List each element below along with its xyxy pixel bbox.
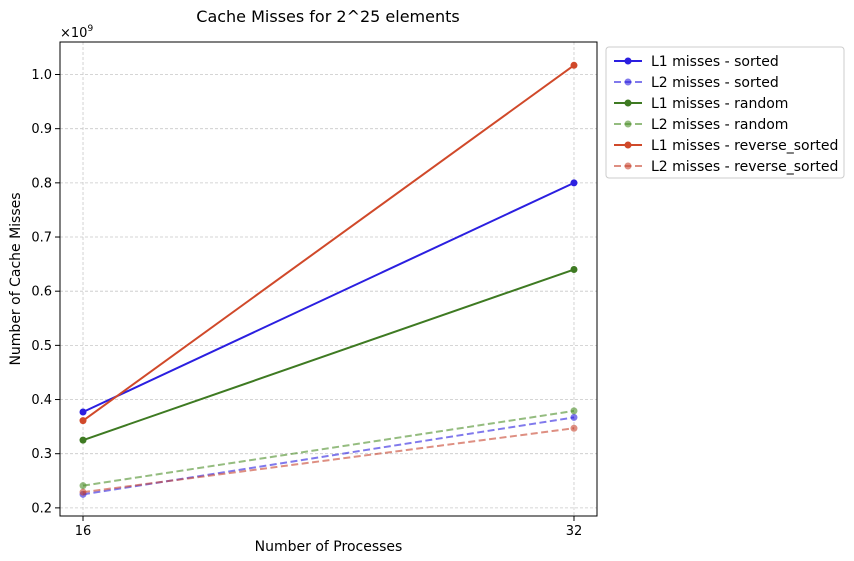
y-tick-label: 1.0 (31, 68, 52, 83)
legend-marker (624, 78, 632, 86)
y-tick-label: 0.2 (31, 501, 52, 516)
data-point (79, 436, 87, 444)
data-point (79, 417, 87, 425)
grid-lines (60, 42, 597, 516)
data-point (570, 179, 578, 187)
series-line (82, 64, 575, 422)
y-tick-label: 0.9 (31, 122, 52, 137)
legend: L1 misses - sorted L2 misses - sorted L1 m… (605, 46, 845, 179)
data-point (570, 266, 578, 274)
legend-marker (624, 99, 632, 107)
chart-title: Cache Misses for 2^25 elements (196, 7, 459, 26)
legend-label: L1 misses - random (651, 96, 788, 112)
series-line (82, 268, 575, 442)
legend-entries: L1 misses - sorted L2 misses - sorted L1 m… (614, 54, 838, 175)
legend-box (605, 46, 845, 179)
legend-entry: L2 misses - random (614, 117, 788, 133)
series-l2-misses-reverse-sorted (79, 424, 578, 496)
legend-entry: L1 misses - reverse_sorted (614, 138, 838, 154)
legend-entry: L2 misses - reverse_sorted (614, 159, 838, 175)
y-axis-label: Number of Cache Misses (8, 192, 24, 365)
legend-label: L1 misses - sorted (651, 54, 779, 70)
x-tick-label: 32 (566, 524, 583, 539)
series-l2-misses-sorted (79, 413, 578, 498)
legend-marker (624, 141, 632, 149)
data-point (570, 413, 578, 421)
data-series (79, 61, 578, 498)
data-point (570, 407, 578, 415)
x-axis-label: Number of Processes (255, 539, 403, 555)
legend-marker (624, 120, 632, 128)
legend-label: L2 misses - random (651, 117, 788, 133)
data-point (79, 488, 87, 496)
y-axis-offset-label: ×109 (60, 24, 93, 41)
legend-entry: L1 misses - random (614, 96, 788, 112)
y-tick-label: 0.7 (31, 231, 52, 246)
legend-label: L2 misses - reverse_sorted (651, 159, 838, 175)
axis-ticks: 16 32 0.2 0.3 0.4 0.5 0.6 0.7 0.8 0.9 1.0 (31, 68, 582, 539)
y-tick-label: 0.8 (31, 176, 52, 191)
series-l2-misses-random (79, 407, 578, 490)
series-l1-misses-sorted (79, 179, 578, 416)
y-offset-exponent: 9 (87, 24, 93, 34)
x-tick-label: 16 (75, 524, 92, 539)
legend-entry: L2 misses - sorted (614, 75, 779, 91)
y-tick-label: 0.3 (31, 447, 52, 462)
data-point (79, 482, 87, 490)
y-tick-label: 0.4 (31, 393, 52, 408)
series-line (82, 409, 575, 487)
legend-marker (624, 162, 632, 170)
plot-area-frame (59, 41, 598, 517)
series-line (82, 427, 575, 494)
legend-marker (624, 57, 632, 65)
series-line (82, 416, 575, 496)
series-l1-misses-random (79, 266, 578, 444)
legend-entry: L1 misses - sorted (614, 54, 779, 70)
series-l1-misses-reverse-sorted (79, 61, 578, 425)
legend-label: L1 misses - reverse_sorted (651, 138, 838, 154)
y-offset-base: ×10 (60, 26, 87, 41)
y-tick-label: 0.6 (31, 285, 52, 300)
data-point (79, 408, 87, 416)
series-line (82, 181, 575, 413)
y-tick-label: 0.5 (31, 339, 52, 354)
legend-label: L2 misses - sorted (651, 75, 779, 91)
data-point (570, 61, 578, 69)
data-point (570, 424, 578, 432)
